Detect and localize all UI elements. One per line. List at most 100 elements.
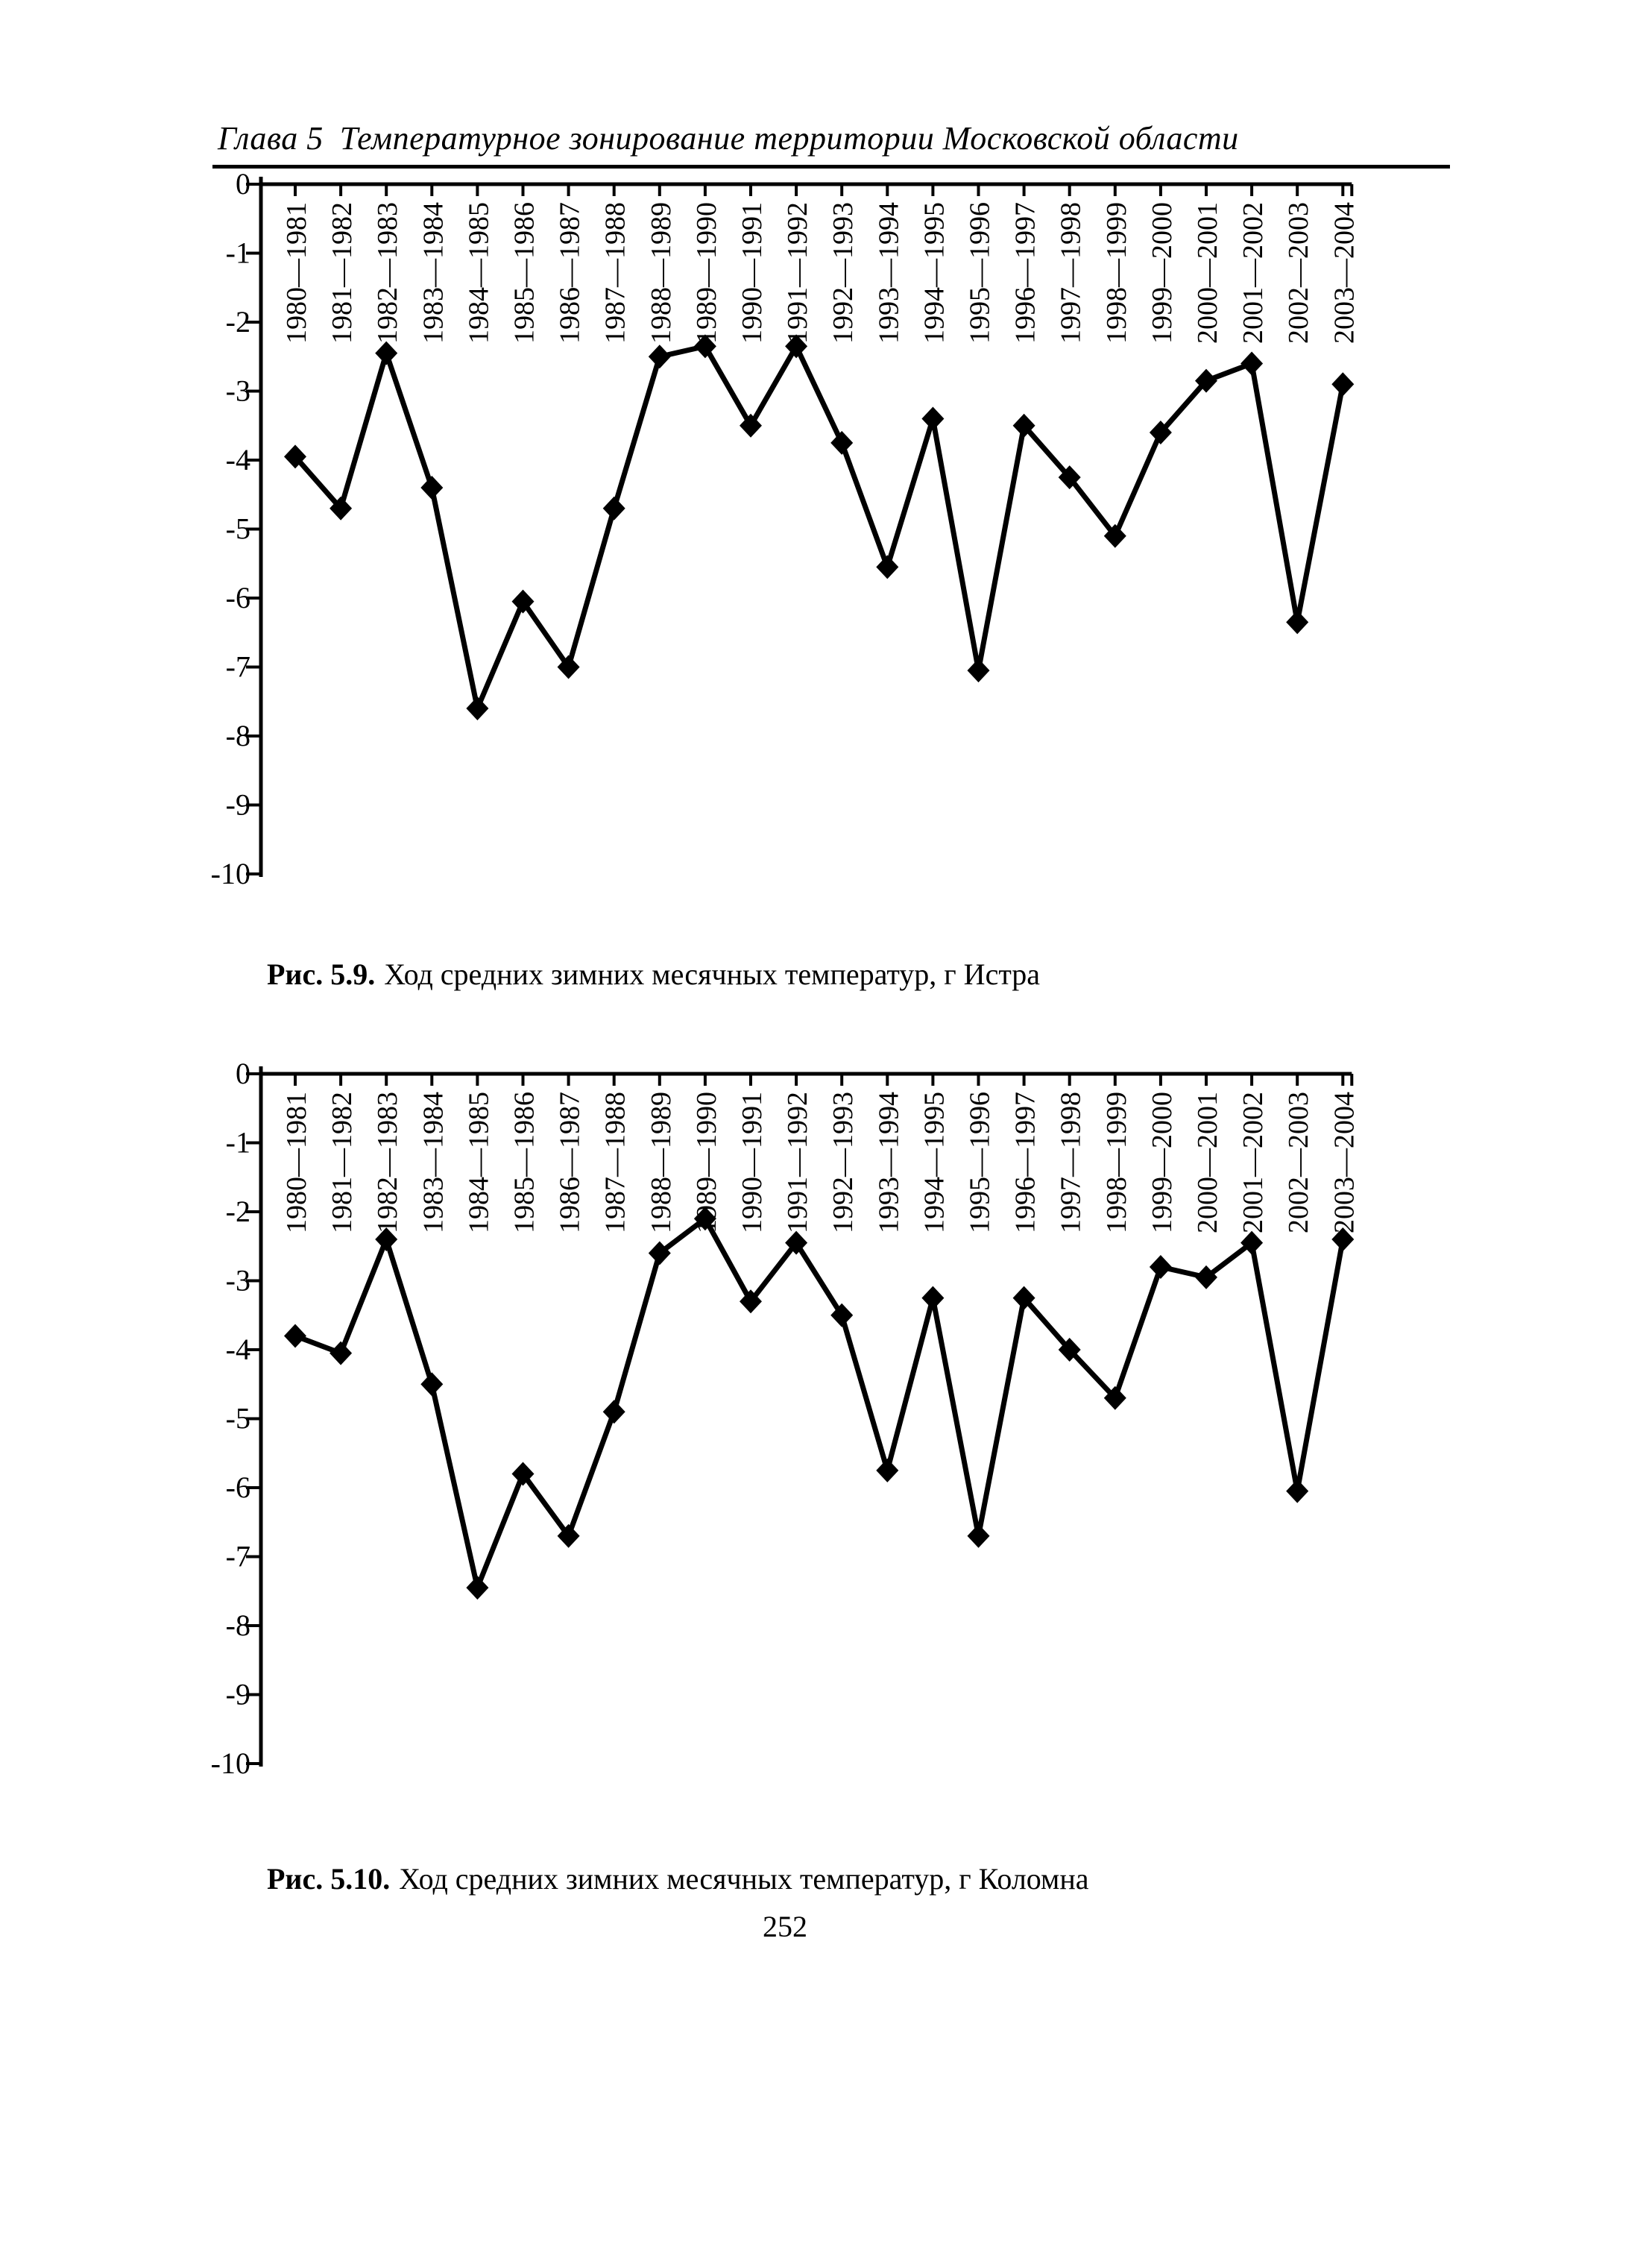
x-category-label: 1986—1987 [555,1092,586,1233]
y-tick-label: 0 [236,1059,250,1090]
data-point-marker [740,1289,762,1314]
x-category-label: 1988—1989 [646,1092,677,1233]
y-tick-label: -9 [226,1678,250,1711]
x-category-label: 1980—1981 [281,202,312,344]
y-tick-label: -2 [226,1195,250,1228]
y-tick-label: -9 [226,788,250,822]
data-point-marker [420,1372,444,1397]
x-category-label: 1997—1998 [1056,202,1087,344]
y-tick-label: -7 [226,1540,250,1573]
x-category-label: 1987—1988 [600,1092,631,1233]
y-tick-label: -10 [211,1746,250,1780]
y-tick-label: -1 [226,236,250,270]
y-tick-label: -3 [226,374,250,408]
x-category-label: 1985—1986 [509,202,540,344]
data-point-marker [511,589,535,614]
data-point-marker [284,444,306,469]
data-point-marker [511,1462,535,1486]
y-tick-label: -8 [226,1608,250,1642]
x-category-label: 1989—1990 [691,202,722,344]
data-point-marker [1012,1286,1035,1310]
data-point-marker [420,476,444,500]
x-category-label: 2000—2001 [1192,1092,1223,1233]
data-point-marker [1103,523,1126,548]
data-point-marker [1149,1255,1172,1279]
data-point-marker [693,334,716,359]
data-point-marker [557,1523,580,1548]
data-point-marker [740,413,762,438]
x-category-label: 1980—1981 [281,1092,312,1233]
x-category-label: 2000—2001 [1192,202,1223,344]
x-category-label: 1996—1997 [1010,1092,1041,1233]
figure-5-10-caption-label: Рис. 5.10. [267,1862,391,1896]
figure-5-9-caption: Рис. 5.9. Ход средних зимних месячных тем… [267,957,1040,992]
x-category-label: 1996—1997 [1010,202,1041,344]
data-point-marker [830,1303,854,1327]
data-point-marker [1149,421,1172,444]
chapter-title: Температурное зонирование территории Мос… [339,120,1239,157]
x-category-label: 1993—1994 [873,1092,904,1233]
figure-5-9-caption-label: Рис. 5.9. [267,957,376,991]
x-category-label: 1999—2000 [1147,202,1178,344]
x-category-label: 1983—1984 [417,202,449,344]
x-category-label: 1992—1993 [827,202,859,344]
data-point-marker [1286,1479,1309,1503]
x-category-label: 1991—1992 [782,1092,813,1233]
figure-5-10-caption: Рис. 5.10. Ход средних зимних месячных те… [267,1861,1089,1896]
page-number: 252 [763,1910,807,1943]
x-category-label: 1990—1991 [737,202,768,344]
figure-5-9-caption-text: Ход средних зимних месячных температур, … [384,957,1041,991]
x-category-label: 1981—1982 [327,202,358,344]
data-point-marker [602,1400,625,1424]
x-category-label: 1993—1994 [873,202,904,344]
x-category-label: 1999—2000 [1147,1092,1178,1233]
data-point-marker [330,496,353,520]
x-category-label: 1994—1995 [918,202,950,344]
data-point-marker [876,1458,899,1482]
data-point-marker [921,1286,945,1310]
x-category-label: 1981—1982 [327,1092,358,1233]
data-point-marker [466,1576,489,1600]
header-divider [212,165,1450,169]
series-line-Коломна [292,1215,1346,1591]
x-category-label: 1984—1985 [463,202,494,344]
x-category-label: 2003—2004 [1328,1092,1360,1233]
y-tick-label: 0 [236,169,250,201]
data-point-marker [1331,1227,1355,1251]
data-point-marker [375,1227,398,1251]
x-category-label: 1997—1998 [1056,1092,1087,1233]
data-point-marker [1195,368,1217,393]
x-category-label: 1995—1996 [965,202,996,344]
data-point-marker [785,1230,808,1255]
series-line-Истра [292,343,1346,711]
x-category-label: 2001—2002 [1238,202,1269,344]
x-category-label: 2003—2004 [1328,202,1360,344]
data-point-marker [830,430,854,455]
y-tick-label: -2 [226,305,250,339]
y-tick-label: -10 [211,857,250,890]
x-category-label: 1984—1985 [463,1092,494,1233]
figure-5-10-caption-text: Ход средних зимних месячных температур, … [399,1862,1089,1896]
data-point-marker [648,1241,671,1265]
y-tick-label: -5 [226,1402,250,1435]
x-category-label: 1992—1993 [827,1092,859,1233]
y-tick-label: -3 [226,1264,250,1298]
data-point-marker [1195,1265,1217,1289]
data-point-marker [284,1324,306,1348]
y-tick-label: -6 [226,1471,250,1504]
data-point-marker [785,334,808,359]
y-tick-label: -4 [226,1333,250,1366]
data-point-marker [1103,1386,1126,1410]
x-category-label: 1982—1983 [372,202,403,344]
y-tick-label: -8 [226,719,250,752]
x-category-label: 1988—1989 [646,202,677,344]
data-point-marker [648,345,671,369]
chapter-number: Глава 5 [218,120,324,157]
data-point-marker [602,496,625,520]
data-point-marker [330,1341,353,1365]
data-point-marker [967,658,990,683]
data-point-marker [921,406,945,431]
x-category-label: 1985—1986 [509,1092,540,1233]
data-point-marker [1058,465,1081,490]
chapter-header: Глава 5 Температурное зонирование террито… [218,119,1239,157]
